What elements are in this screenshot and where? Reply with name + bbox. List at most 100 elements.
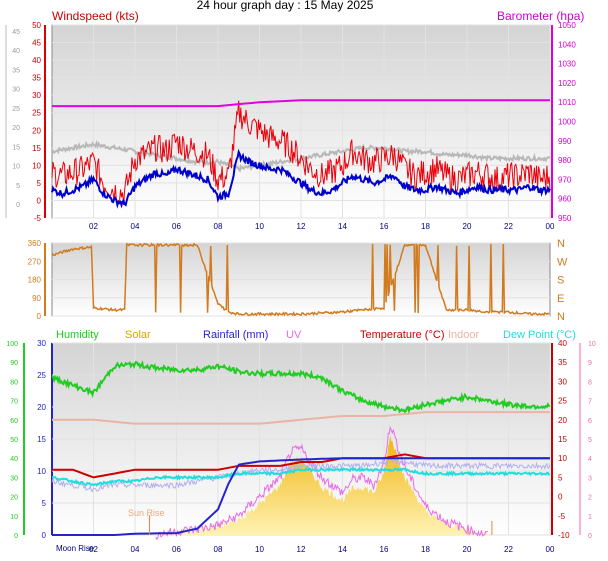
- humidity-tick-label: 90: [10, 360, 18, 367]
- windspeed-tick-label: 25: [32, 109, 41, 118]
- direction-tick-label: 270: [28, 257, 42, 266]
- windspeed-tick-label: 5: [37, 179, 42, 188]
- temperature-tick-label: 20: [558, 416, 567, 425]
- temperature-time-tick-label: 04: [131, 545, 140, 554]
- legend-entry: Dew Point (°C): [503, 329, 576, 341]
- uv-tick-label: 5: [588, 437, 592, 444]
- uv-tick-label: 8: [588, 379, 592, 386]
- wind-panel: -5 0 5 10 15 20 25 30 35 40 45 50 0 5 10 15 20 25 30 35 40 45…: [5, 21, 576, 231]
- wind-time-tick-label: 02: [89, 222, 98, 231]
- barometer-tick-label: 1030: [558, 60, 576, 69]
- indoor-line: [52, 411, 550, 425]
- wind-time-tick-label: 04: [131, 222, 140, 231]
- temperature-tick-label: 10: [558, 454, 567, 463]
- rainfall-tick-label: 30: [37, 339, 46, 348]
- temperature-time-tick-label: 22: [504, 545, 513, 554]
- temperature-tick-label: -5: [558, 512, 566, 521]
- humidity-tick-label: 60: [10, 418, 18, 425]
- barometer-tick-label: 970: [558, 175, 572, 184]
- sunrise-annotation: Sun Rise: [128, 508, 165, 518]
- windspeed-tick-label: 45: [32, 39, 41, 48]
- moonrise-annotation: Moon Rise: [56, 544, 95, 553]
- rainfall-tick-label: 10: [37, 467, 46, 476]
- uv-tick-label: 4: [588, 456, 592, 463]
- barometer-tick-label: 1050: [558, 21, 576, 30]
- temperature-tick-label: 0: [558, 493, 563, 502]
- apparent-temperature-line: [51, 458, 551, 493]
- uv-tick-label: 10: [588, 341, 596, 348]
- uv-tick-label: 6: [588, 418, 592, 425]
- temperature-tick-label: 30: [558, 377, 567, 386]
- rainfall-tick-label: 15: [37, 435, 46, 444]
- temperature-panel: Humidity Solar Rainfall (mm) UV Temperature …: [6, 329, 596, 554]
- temperature-tick-label: 40: [558, 339, 567, 348]
- temperature-time-tick-label: 10: [255, 545, 264, 554]
- direction-tick-label: 180: [28, 276, 42, 285]
- uv-tick-label: 7: [588, 399, 592, 406]
- windspeed-axis-label: Windspeed (kts): [52, 9, 139, 23]
- temperature-time-tick-label: 18: [421, 545, 430, 554]
- humidity-tick-label: 20: [10, 495, 18, 502]
- wind-time-tick-label: 10: [255, 222, 264, 231]
- windspeed-tick-label: 40: [32, 56, 41, 65]
- wind-time-tick-label: 00: [546, 222, 555, 231]
- humidity-tick-label: 10: [10, 514, 18, 521]
- humidity-tick-label: 50: [10, 437, 18, 444]
- barometer-tick-label: 950: [558, 214, 572, 223]
- outer-tick-label: 35: [12, 67, 20, 74]
- barometer-line: [52, 99, 550, 108]
- compass-label: W: [557, 256, 568, 268]
- temperature-time-tick-label: 06: [172, 545, 181, 554]
- barometer-tick-label: 960: [558, 195, 572, 204]
- legend-entry: Solar: [125, 329, 151, 341]
- outer-tick-label: 10: [12, 164, 20, 171]
- legend-entry: Humidity: [56, 329, 99, 341]
- direction-tick-label: 0: [37, 312, 42, 321]
- wind-average-line: [51, 148, 551, 209]
- rainfall-tick-label: 5: [42, 499, 47, 508]
- outer-tick-label: 45: [12, 29, 20, 36]
- wind-time-tick-label: 12: [297, 222, 306, 231]
- temperature-tick-label: 15: [558, 435, 567, 444]
- rainfall-line: [52, 457, 550, 536]
- uv-tick-label: 2: [588, 495, 592, 502]
- uv-tick-label: 3: [588, 475, 592, 482]
- temperature-tick-label: -10: [558, 531, 570, 540]
- outer-tick-label: 25: [12, 106, 20, 113]
- wind-time-tick-label: 18: [421, 222, 430, 231]
- humidity-tick-label: 80: [10, 379, 18, 386]
- barometer-tick-label: 1020: [558, 79, 576, 88]
- windspeed-tick-label: 50: [32, 21, 41, 30]
- uv-tick-label: 0: [588, 533, 592, 540]
- humidity-line: [51, 360, 551, 414]
- dewpoint-line: [51, 467, 551, 487]
- legend-entry: Rainfall (mm): [203, 329, 268, 341]
- windspeed-tick-label: -5: [34, 214, 42, 223]
- wind-direction-line: [51, 242, 550, 317]
- outer-tick-label: 0: [16, 202, 20, 209]
- barometer-tick-label: 1010: [558, 98, 576, 107]
- outer-tick-label: 5: [16, 183, 20, 190]
- barometer-axis-label: Barometer (hpa): [497, 9, 584, 23]
- compass-label: S: [557, 275, 564, 287]
- barometer-tick-label: 1000: [558, 118, 576, 127]
- temperature-time-tick-label: 08: [214, 545, 223, 554]
- windspeed-tick-label: 30: [32, 91, 41, 100]
- windspeed-tick-label: 35: [32, 74, 41, 83]
- outer-tick-label: 40: [12, 48, 20, 55]
- wind-time-tick-label: 20: [463, 222, 472, 231]
- compass-label: N: [557, 238, 565, 250]
- temperature-time-tick-label: 16: [380, 545, 389, 554]
- uv-tick-label: 1: [588, 514, 592, 521]
- windspeed-tick-label: 0: [37, 196, 42, 205]
- legend-entry: UV: [286, 329, 302, 341]
- rainfall-tick-label: 0: [42, 531, 47, 540]
- barometer-tick-label: 990: [558, 137, 572, 146]
- compass-label: N: [557, 311, 565, 323]
- temperature-time-tick-label: 00: [546, 545, 555, 554]
- wind-time-tick-label: 06: [172, 222, 181, 231]
- temperature-time-tick-label: 14: [338, 545, 347, 554]
- humidity-tick-label: 30: [10, 475, 18, 482]
